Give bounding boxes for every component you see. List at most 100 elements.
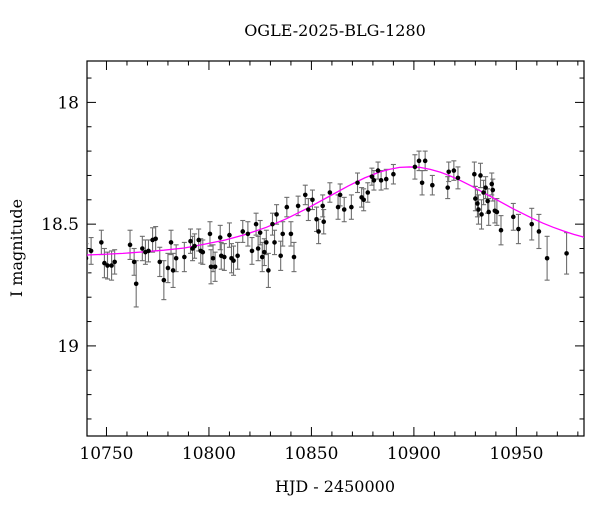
data-point: [314, 216, 319, 222]
data-point: [321, 219, 327, 225]
error-bars: [87, 150, 570, 308]
data-point: [257, 230, 263, 235]
data-point: [316, 229, 321, 234]
x-axis-ticks: [105, 61, 579, 436]
data-point: [419, 180, 425, 186]
data-point: [210, 255, 216, 261]
x-tick-label: 10850: [284, 444, 338, 464]
data-point: [371, 178, 377, 183]
data-point: [295, 203, 301, 209]
data-point: [455, 175, 461, 181]
data-point: [168, 240, 174, 245]
x-axis-label: HJD - 2450000: [275, 477, 395, 496]
data-point: [306, 207, 311, 212]
data-point: [335, 204, 341, 210]
data-point: [249, 248, 255, 254]
data-point: [536, 229, 542, 234]
data-point: [302, 192, 308, 198]
data-point: [365, 190, 371, 195]
data-point: [255, 246, 261, 251]
data-point: [264, 240, 269, 245]
data-point: [490, 187, 496, 193]
data-point: [109, 263, 114, 268]
x-tick-label: 10750: [79, 444, 133, 464]
data-point: [422, 158, 428, 164]
data-point: [349, 204, 354, 210]
data-point: [146, 248, 151, 254]
data-point: [88, 248, 94, 254]
data-point: [564, 251, 569, 256]
data-point: [112, 259, 117, 265]
data-point: [231, 258, 236, 263]
data-point: [494, 209, 500, 215]
data-point: [451, 168, 457, 173]
data-point: [320, 203, 325, 209]
data-point: [173, 255, 179, 261]
data-points: [87, 158, 569, 287]
x-tick-label: 10950: [489, 444, 543, 464]
plot-frame: [86, 60, 585, 437]
y-axis-ticks: [87, 77, 584, 420]
data-point: [127, 242, 133, 248]
data-point: [337, 192, 343, 198]
data-point: [479, 212, 484, 217]
data-point: [192, 243, 197, 249]
data-point: [270, 221, 275, 227]
data-point: [446, 169, 452, 175]
data-point: [196, 237, 201, 243]
data-point: [217, 235, 223, 240]
data-point: [412, 164, 418, 170]
plot-area: 10750 10800 10850 10900 10950 18 18.5 19: [41, 60, 585, 464]
data-point: [272, 240, 277, 245]
data-point: [341, 207, 347, 212]
data-point: [486, 209, 491, 215]
y-axis-label: I magnitude: [7, 199, 26, 297]
data-point: [102, 260, 107, 266]
data-point: [483, 185, 488, 190]
data-point: [430, 182, 435, 188]
chart-title: OGLE-2025-BLG-1280: [244, 21, 426, 40]
data-point: [245, 231, 251, 237]
data-point: [235, 253, 240, 259]
data-point: [105, 263, 110, 268]
data-point: [222, 254, 227, 260]
data-point: [473, 196, 478, 201]
data-point: [475, 201, 480, 206]
data-point: [310, 197, 315, 203]
data-point: [208, 264, 214, 270]
data-point: [227, 232, 232, 238]
data-point: [529, 221, 535, 227]
y-tick-label: 18: [57, 93, 79, 113]
data-point: [133, 281, 139, 287]
data-point: [355, 180, 360, 186]
data-point: [485, 198, 490, 204]
data-point: [416, 158, 422, 164]
data-point: [378, 178, 384, 183]
data-point: [472, 171, 477, 177]
data-point: [391, 171, 396, 177]
data-point: [153, 236, 158, 242]
data-point: [489, 181, 495, 187]
data-point: [284, 204, 290, 210]
data-point: [140, 246, 145, 251]
data-point: [481, 190, 486, 195]
data-point: [99, 240, 104, 245]
data-point: [261, 249, 267, 255]
data-point: [476, 207, 481, 212]
data-point: [544, 255, 550, 261]
y-tick-label: 19: [57, 337, 79, 357]
data-point: [182, 254, 187, 260]
data-point: [87, 256, 89, 261]
data-point: [498, 227, 504, 233]
data-point: [327, 190, 333, 195]
data-point: [131, 259, 137, 265]
x-tick-label: 10800: [182, 444, 236, 464]
data-point: [165, 265, 171, 271]
data-point: [274, 212, 279, 217]
x-tick-label: 10900: [387, 444, 441, 464]
model-curve: [87, 166, 584, 256]
data-point: [188, 238, 193, 244]
data-point: [278, 253, 283, 259]
